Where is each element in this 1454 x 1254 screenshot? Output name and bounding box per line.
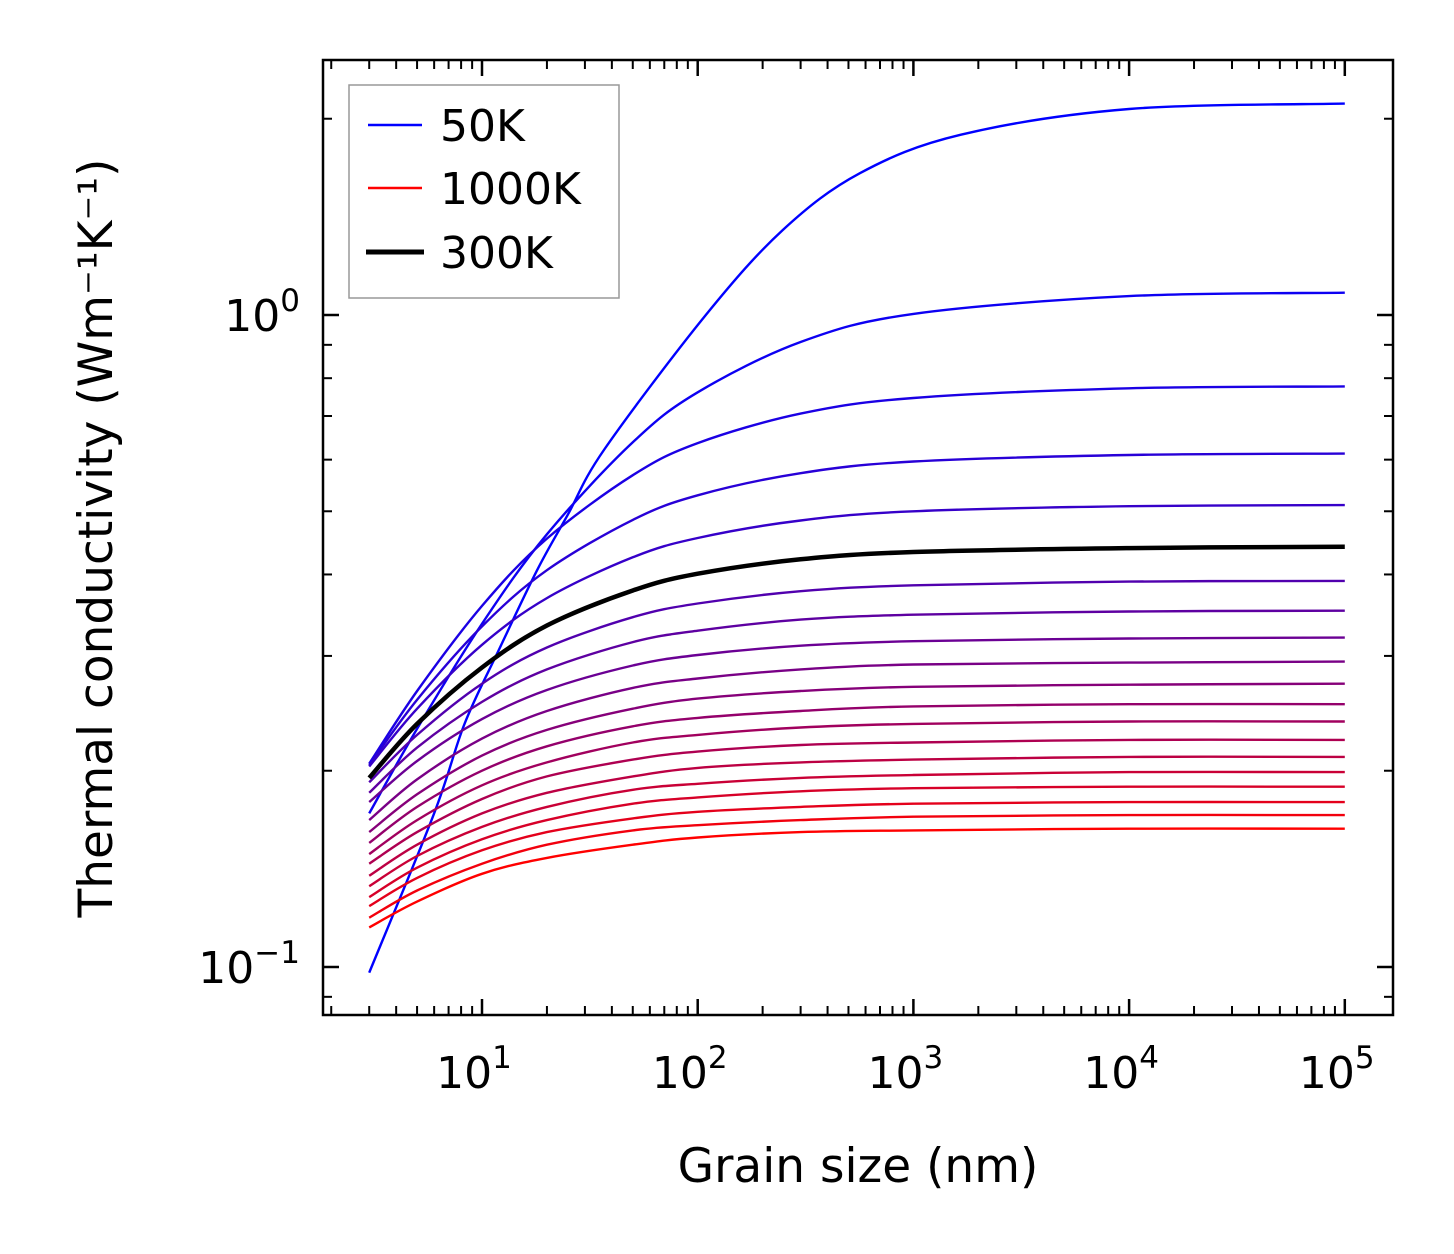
series-line-700k (368, 738, 1345, 865)
legend-box (348, 84, 620, 299)
series-line-500k (368, 660, 1345, 822)
series-line-300k (367, 544, 1345, 780)
x-tick-label: 104 (1083, 1040, 1159, 1099)
series-line-450k (368, 636, 1345, 804)
y-tick-label: 100 (224, 283, 300, 342)
series-line-800k (368, 770, 1345, 888)
legend-label-300k: 300K (440, 228, 554, 279)
series-line-250k (368, 503, 1345, 768)
series-line-50k (368, 102, 1345, 974)
series-line-650k (368, 720, 1345, 856)
x-tick-label: 103 (868, 1040, 944, 1099)
x-tick-label: 101 (436, 1040, 512, 1099)
series-line-400k (368, 609, 1345, 794)
series-line-200k (368, 452, 1345, 766)
y-tick-label: 10−1 (198, 935, 300, 994)
x-tick-label: 105 (1299, 1040, 1375, 1099)
series-line-150k (368, 385, 1345, 765)
series-line-950k (368, 813, 1345, 919)
series-layer (367, 102, 1345, 974)
x-axis-label: Grain size (nm) (678, 1139, 1039, 1194)
series-line-1000k (368, 827, 1345, 929)
series-line-900k (368, 800, 1345, 908)
series-line-850k (368, 785, 1345, 899)
series-line-550k (368, 682, 1345, 834)
legend-label-1000k: 1000K (440, 164, 582, 215)
series-line-750k (368, 755, 1345, 877)
x-tick-label: 102 (652, 1040, 728, 1099)
legend-label-50k: 50K (440, 101, 526, 152)
series-line-100k (368, 291, 1345, 814)
legend: 50K 1000K 300K (348, 84, 620, 299)
series-line-350k (368, 579, 1345, 784)
y-axis-label: Thermal conductivity (Wm⁻¹K⁻¹) (69, 159, 124, 919)
plot-frame (321, 58, 1395, 1017)
series-line-600k (368, 702, 1345, 844)
ticks-layer: 101 102 103 104 105 10−1 100 (198, 60, 1393, 1099)
